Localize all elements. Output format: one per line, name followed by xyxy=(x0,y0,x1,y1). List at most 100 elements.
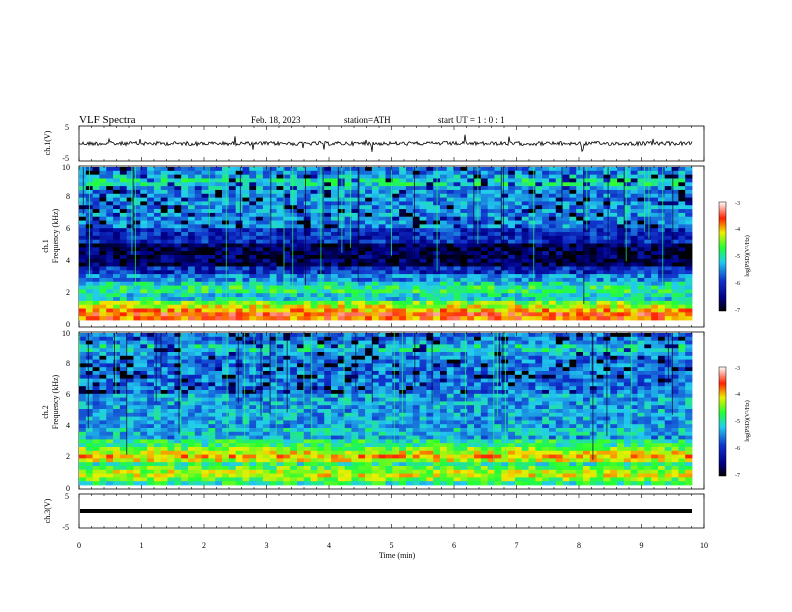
spec1-cell xyxy=(174,304,182,309)
spec1-cell xyxy=(371,289,380,294)
spec1-cell xyxy=(678,216,686,221)
spec2-cell xyxy=(140,367,148,372)
spec1-cell xyxy=(419,193,427,199)
spec1-cell xyxy=(439,258,448,264)
spec1-cell xyxy=(385,312,393,317)
spec2-cell xyxy=(317,371,325,376)
spec1-cell xyxy=(446,239,455,244)
figure-title: VLF Spectra xyxy=(79,114,136,126)
spec1-cell xyxy=(187,254,196,260)
spec1-cell xyxy=(651,300,659,306)
spec1-cell xyxy=(194,274,202,279)
spec1-cell xyxy=(630,189,638,195)
spec2-cell xyxy=(222,363,230,368)
spec1-cell xyxy=(126,274,134,279)
spec1-cell xyxy=(296,247,305,252)
spec1-cell xyxy=(378,300,386,306)
spec2-cell xyxy=(371,359,380,364)
spec1-cell xyxy=(276,281,284,286)
spec2-cell xyxy=(249,348,257,353)
spec1-cell xyxy=(194,258,202,264)
spec1-cell xyxy=(79,251,87,256)
spec1-cell xyxy=(685,220,693,225)
spec1-cell xyxy=(399,174,407,179)
spec1-cell xyxy=(324,316,332,321)
spec1-cell xyxy=(290,209,298,214)
spec1-cell xyxy=(521,220,529,225)
spec1-cell xyxy=(208,254,216,260)
spec1-cell xyxy=(310,262,318,267)
spec1-cell xyxy=(426,174,434,179)
spec1-cell xyxy=(392,186,400,191)
spec1-cell xyxy=(215,297,223,302)
spec1-cell xyxy=(140,316,148,321)
spec2-cell xyxy=(174,378,182,383)
spec2-cell xyxy=(637,378,645,383)
spec1-cell xyxy=(167,316,175,321)
spec1-cell xyxy=(583,243,591,248)
spec1-cell xyxy=(310,170,318,176)
spec1-cell xyxy=(589,251,598,256)
spec1-cell xyxy=(147,266,155,271)
spec1-cell xyxy=(474,243,482,248)
spec1-cell xyxy=(405,178,414,183)
spec1-cell xyxy=(133,285,141,290)
spec1-cell xyxy=(331,189,339,195)
spec2-cell xyxy=(630,348,638,353)
spec1-cell xyxy=(589,182,598,187)
spec1-cell xyxy=(610,293,618,298)
spec1-cell xyxy=(521,293,529,298)
spec1-cell xyxy=(603,243,611,248)
spec2-cell xyxy=(678,359,686,364)
spec1-cell xyxy=(644,193,652,199)
spec1-cell xyxy=(671,297,679,302)
spec1-cell xyxy=(283,232,291,237)
spec1-cell xyxy=(358,170,366,176)
spec2-cell xyxy=(453,352,461,357)
spec1-cell xyxy=(283,285,291,290)
spec1-cell xyxy=(385,243,393,248)
spec2-cell xyxy=(542,367,550,372)
spec1-cell xyxy=(256,289,264,294)
spec2-cell xyxy=(201,382,209,387)
spec1-cell xyxy=(514,205,523,210)
spec1-cell xyxy=(201,254,209,260)
spec1-cell xyxy=(678,293,686,298)
spec2-cell xyxy=(228,344,237,349)
spec2-cell xyxy=(153,386,162,391)
spec1-cell xyxy=(269,232,277,237)
spec1-cell xyxy=(637,232,645,237)
spec2-cell xyxy=(235,355,243,360)
spec1-cell xyxy=(174,297,182,302)
spec1-cell xyxy=(167,270,175,275)
spec1-cell xyxy=(555,235,563,241)
spec1-cell xyxy=(664,239,672,244)
spec2-cell xyxy=(167,363,175,368)
spec1-cell xyxy=(256,170,264,176)
spec2-cell xyxy=(256,382,264,387)
spec1-cell xyxy=(419,235,427,241)
spec1-cell xyxy=(378,174,386,179)
ch1-colorbar-tick-m6: -6 xyxy=(735,281,740,287)
spec2-cell xyxy=(487,367,495,372)
spec1-cell xyxy=(487,205,495,210)
spec1-cell xyxy=(262,293,271,298)
spec2-cell xyxy=(262,355,271,360)
spec1-cell xyxy=(181,235,189,241)
spec2-cell xyxy=(555,333,563,338)
ch1-freq-axis-label: Frequency (kHz) xyxy=(51,208,60,263)
spec1-cell xyxy=(337,300,346,306)
spec1-cell xyxy=(365,220,373,225)
spec1-cell xyxy=(324,189,332,195)
spec2-cell xyxy=(365,363,373,368)
spec1-cell xyxy=(358,220,366,225)
spec1-cell xyxy=(99,300,107,306)
spec1-cell xyxy=(528,212,536,218)
spec1-cell xyxy=(303,300,311,306)
spec1-cell xyxy=(474,251,482,256)
spec2-cell xyxy=(228,378,237,383)
spec2-cell xyxy=(262,344,271,349)
spec1-cell xyxy=(296,182,305,187)
spec1-cell xyxy=(99,205,107,210)
spec1-cell xyxy=(644,293,652,298)
